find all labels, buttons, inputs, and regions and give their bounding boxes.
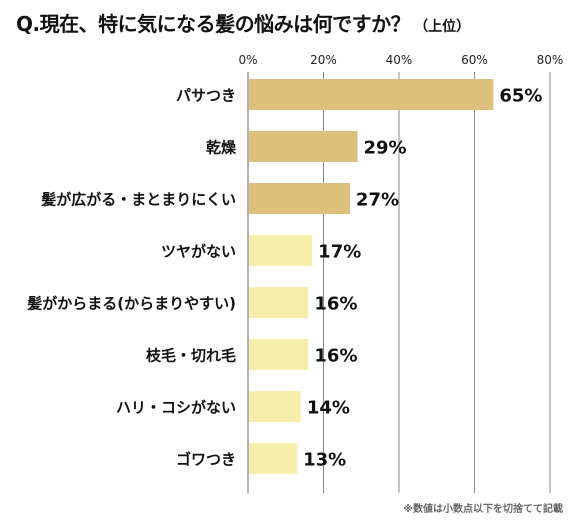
value-label: 29% [363,138,406,159]
bar [249,183,350,214]
x-tick-label: 60% [461,53,488,67]
category-label: 髪が広がる・まとまりにくい [40,191,236,209]
x-tick-label: 20% [310,53,337,67]
bar [249,131,358,162]
category-label: ツヤがない [161,243,236,261]
category-label: 乾燥 [206,139,237,157]
category-label: パサつき [176,87,236,105]
category-label: 枝毛・切れ毛 [146,347,236,365]
bar [249,235,313,266]
category-label: ゴワつき [176,451,236,469]
category-label: 髪がからまる(からまりやすい) [26,295,236,313]
value-label: 16% [314,294,357,315]
x-tick-label: 40% [386,53,413,67]
bar [249,443,298,474]
value-label: 27% [356,190,399,211]
title-text: Q.現在、特に気になる髪の悩みは何ですか？ [16,12,411,36]
bar [249,391,301,422]
category-label: ハリ・コシがない [116,399,236,417]
chart-title: Q.現在、特に気になる髪の悩みは何ですか？ （上位） [16,8,470,37]
value-label: 14% [307,398,350,419]
footnote: ※数値は小数点以下を切捨てて記載 [403,504,563,515]
x-tick-label: 80% [537,53,564,67]
bar [249,339,309,370]
title-suffix: （上位） [414,19,471,35]
value-label: 17% [318,242,361,263]
x-tick-label: 0% [238,53,257,67]
bar [249,287,309,318]
value-label: 65% [499,86,542,107]
value-label: 13% [303,450,346,471]
bar [249,79,494,110]
value-label: 16% [314,346,357,367]
